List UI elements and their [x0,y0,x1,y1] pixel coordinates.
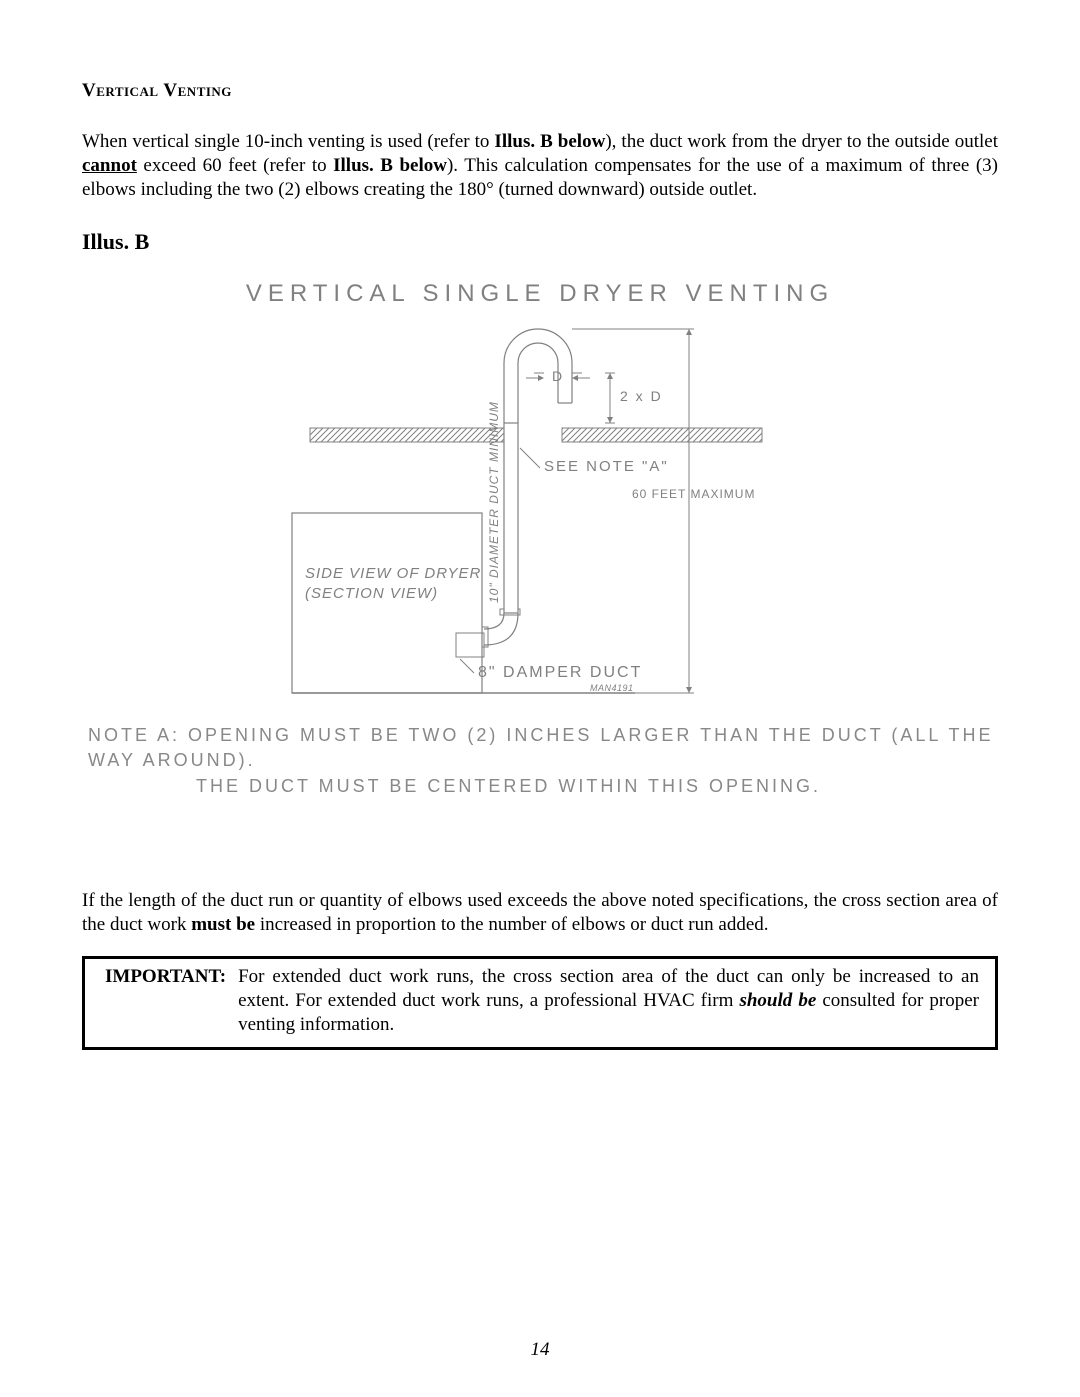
two-d-label: 2 x D [620,388,663,404]
damper-leader [460,659,474,673]
dryer-outline [292,513,482,693]
p1-f: Illus. B below [333,155,447,176]
see-note-label: SEE NOTE "A" [544,458,669,475]
d-label: D [552,368,564,384]
diagram-title: VERTICAL SINGLE DRYER VENTING [246,280,834,307]
p1-a: When vertical single 10-inch venting is … [82,131,494,152]
note-a-line1: NOTE A: OPENING MUST BE TWO (2) INCHES L… [88,723,998,773]
vertical-duct [504,423,518,613]
2d-ah-b [607,417,613,423]
damper-label: 8" DAMPER DUCT [478,664,642,681]
max-ah-b [686,687,692,693]
d-arrow-lh [538,375,544,381]
damper-stub [456,633,484,657]
page-number: 14 [0,1339,1080,1361]
roof-right [562,428,762,442]
note-a-leader [520,448,540,468]
p1-c: ), the duct work from the dryer to the o… [605,131,998,152]
vertical-venting-diagram: VERTICAL SINGLE DRYER VENTING SIDE VIEW … [160,273,920,713]
man-number: MAN4191 [590,683,634,693]
note-a-line2: THE DUCT MUST BE CENTERED WITHIN THIS OP… [88,774,998,799]
imp-b: should be [739,990,816,1011]
roof-left [310,428,510,442]
diagram-container: VERTICAL SINGLE DRYER VENTING SIDE VIEW … [82,273,998,713]
max-feet-label: 60 FEET MAXIMUM [632,487,755,501]
paragraph-1: When vertical single 10-inch venting is … [82,130,998,201]
side-view-1: SIDE VIEW OF DRYER [305,565,481,582]
d-arrow-rh [572,375,578,381]
p2-c: increased in proportion to the number of… [255,914,768,935]
note-a-block: NOTE A: OPENING MUST BE TWO (2) INCHES L… [82,723,998,799]
2d-ah-t [607,373,613,379]
p1-b: Illus. B below [494,131,605,152]
p2-b: must be [191,914,255,935]
max-ah-t [686,329,692,335]
p1-e: exceed 60 feet (refer to [137,155,333,176]
important-label: IMPORTAN [105,966,208,987]
illustration-label: Illus. B [82,229,998,255]
elbow-flange-1 [482,627,488,647]
important-box: IMPORTANT: For extended duct work runs, … [82,956,998,1049]
side-view-2: (SECTION VIEW) [305,585,438,602]
important-body: For extended duct work runs, the cross s… [238,965,979,1036]
duct-vertical-label: 10" DIAMETER DUCT MINIMUM [487,401,501,603]
section-header: Vertical Venting [82,80,998,102]
p1-d: cannot [82,155,137,176]
paragraph-2: If the length of the duct run or quantit… [82,889,998,937]
